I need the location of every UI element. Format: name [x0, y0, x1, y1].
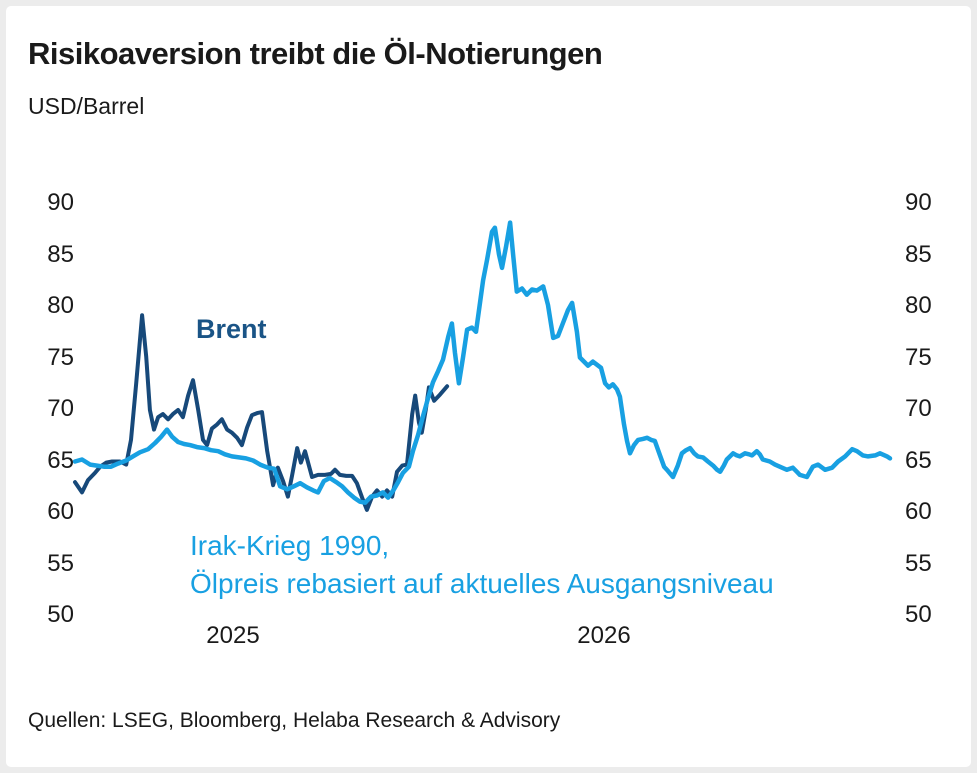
y-axis-tick-right-80: 80: [905, 292, 932, 319]
y-axis-tick-left-75: 75: [47, 344, 74, 371]
y-axis-tick-left-80: 80: [47, 292, 74, 319]
y-axis-tick-left-70: 70: [47, 395, 74, 422]
y-axis-tick-right-90: 90: [905, 189, 932, 216]
y-axis-tick-right-65: 65: [905, 447, 932, 474]
y-axis-tick-right-75: 75: [905, 344, 932, 371]
y-axis-tick-left-55: 55: [47, 550, 74, 577]
x-axis-tick-2025: 2025: [206, 622, 260, 649]
y-axis-tick-left-85: 85: [47, 241, 74, 268]
y-axis-tick-right-70: 70: [905, 395, 932, 422]
y-axis-tick-left-50: 50: [47, 601, 74, 628]
y-axis-tick-right-85: 85: [905, 241, 932, 268]
unit-label: USD/Barrel: [28, 93, 145, 119]
y-axis-tick-left-60: 60: [47, 498, 74, 525]
plot: [72, 220, 893, 512]
source-line: Quellen: LSEG, Bloomberg, Helaba Researc…: [28, 709, 561, 732]
y-axis-tick-left-90: 90: [47, 189, 74, 216]
series-line-irak-krieg-1990: [72, 220, 893, 505]
brent-series-label: Brent: [196, 314, 267, 344]
page-title: Risikoaversion treibt die Öl-Notierungen: [28, 36, 603, 71]
y-axis-tick-right-50: 50: [905, 601, 932, 628]
irak-krieg-annotation-line2: Ölpreis rebasiert auf aktuelles Ausgangs…: [190, 568, 774, 599]
x-axis-tick-2026: 2026: [577, 622, 631, 649]
y-axis-tick-left-65: 65: [47, 447, 74, 474]
y-axis-tick-right-60: 60: [905, 498, 932, 525]
irak-krieg-annotation: Irak-Krieg 1990, Ölpreis rebasiert auf a…: [190, 527, 774, 603]
y-axis-tick-right-55: 55: [905, 550, 932, 577]
chart-card: Risikoaversion treibt die Öl-Notierungen…: [6, 6, 971, 767]
irak-krieg-annotation-line1: Irak-Krieg 1990,: [190, 530, 390, 561]
